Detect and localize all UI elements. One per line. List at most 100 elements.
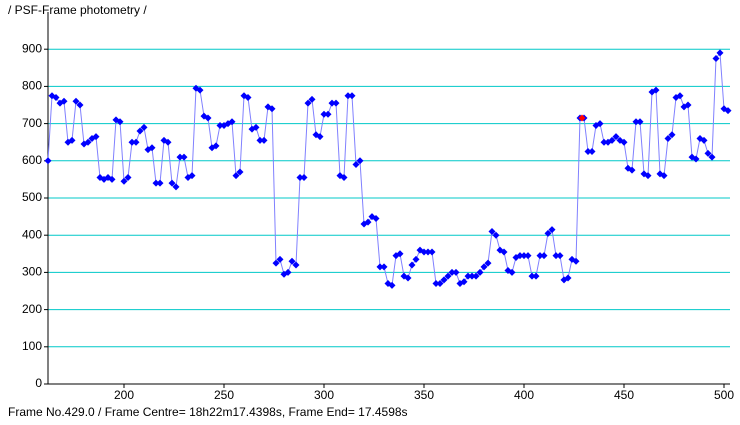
data-point [232, 172, 240, 180]
data-point [484, 259, 492, 267]
data-point [488, 227, 496, 235]
data-point [420, 248, 428, 256]
data-point [164, 138, 172, 146]
data-point [324, 110, 332, 118]
data-point [44, 157, 52, 165]
x-tick-label: 400 [514, 388, 534, 402]
data-point [492, 231, 500, 239]
x-tick-label: 450 [614, 388, 634, 402]
data-point [108, 175, 116, 183]
data-point [408, 261, 416, 269]
data-point [564, 274, 572, 282]
y-tick-label: 800 [22, 79, 42, 93]
chart-title: / PSF-Frame photometry / [8, 3, 147, 17]
data-point [708, 153, 716, 161]
data-point [464, 272, 472, 280]
data-point [700, 136, 708, 144]
data-point [540, 252, 548, 260]
y-tick-label: 100 [22, 339, 42, 353]
data-point [292, 261, 300, 269]
data-point [544, 229, 552, 237]
data-point [536, 252, 544, 260]
data-point [452, 268, 460, 276]
data-point [468, 272, 476, 280]
data-point [660, 172, 668, 180]
data-point [212, 142, 220, 150]
data-point [328, 99, 336, 107]
y-tick-label: 900 [22, 41, 42, 55]
data-point [128, 138, 136, 146]
data-point [704, 149, 712, 157]
data-point [260, 136, 268, 144]
data-point [596, 120, 604, 128]
data-point [676, 92, 684, 100]
data-point [440, 276, 448, 284]
y-tick-label: 400 [22, 227, 42, 241]
data-point [500, 248, 508, 256]
data-point [460, 278, 468, 286]
data-point [528, 272, 536, 280]
data-point [168, 179, 176, 187]
data-point [396, 250, 404, 258]
data-point [404, 274, 412, 282]
x-tick-label: 350 [414, 388, 434, 402]
y-tick-label: 200 [22, 302, 42, 316]
data-point [436, 280, 444, 288]
data-point [632, 118, 640, 126]
data-point [692, 155, 700, 163]
data-point [608, 136, 616, 144]
data-point [148, 144, 156, 152]
x-tick-label: 250 [214, 388, 234, 402]
data-point [172, 183, 180, 191]
data-point [60, 97, 68, 105]
data-point [376, 263, 384, 271]
data-point [372, 214, 380, 222]
data-point [228, 118, 236, 126]
data-point [516, 252, 524, 260]
data-point [156, 179, 164, 187]
data-point [140, 123, 148, 131]
y-tick-label: 500 [22, 190, 42, 204]
data-point [652, 86, 660, 94]
data-point [620, 138, 628, 146]
data-point [556, 252, 564, 260]
data-point [288, 257, 296, 265]
data-point [244, 94, 252, 102]
data-point [72, 97, 80, 105]
data-point [472, 272, 480, 280]
data-point [120, 177, 128, 185]
data-point [524, 252, 532, 260]
data-point [552, 252, 560, 260]
data-point [532, 272, 540, 280]
data-point [84, 138, 92, 146]
data-point [388, 281, 396, 289]
data-point [92, 133, 100, 141]
data-point [644, 172, 652, 180]
data-point [668, 131, 676, 139]
data-point [600, 138, 608, 146]
data-point [664, 134, 672, 142]
data-point [256, 136, 264, 144]
data-point [132, 138, 140, 146]
data-point [124, 174, 132, 182]
current-frame-point [578, 114, 586, 122]
data-point [636, 118, 644, 126]
data-point [216, 121, 224, 129]
data-point [304, 99, 312, 107]
data-point [520, 252, 528, 260]
data-point [180, 153, 188, 161]
data-point [480, 263, 488, 271]
data-point [428, 248, 436, 256]
y-tick-label: 0 [35, 376, 42, 390]
data-point [380, 263, 388, 271]
data-point [276, 255, 284, 263]
data-point [412, 255, 420, 263]
x-tick-label: 500 [714, 388, 734, 402]
data-point [176, 153, 184, 161]
data-point [332, 99, 340, 107]
y-tick-label: 600 [22, 153, 42, 167]
data-point [584, 148, 592, 155]
data-point [268, 105, 276, 113]
data-point [448, 268, 456, 276]
data-point [588, 148, 596, 155]
